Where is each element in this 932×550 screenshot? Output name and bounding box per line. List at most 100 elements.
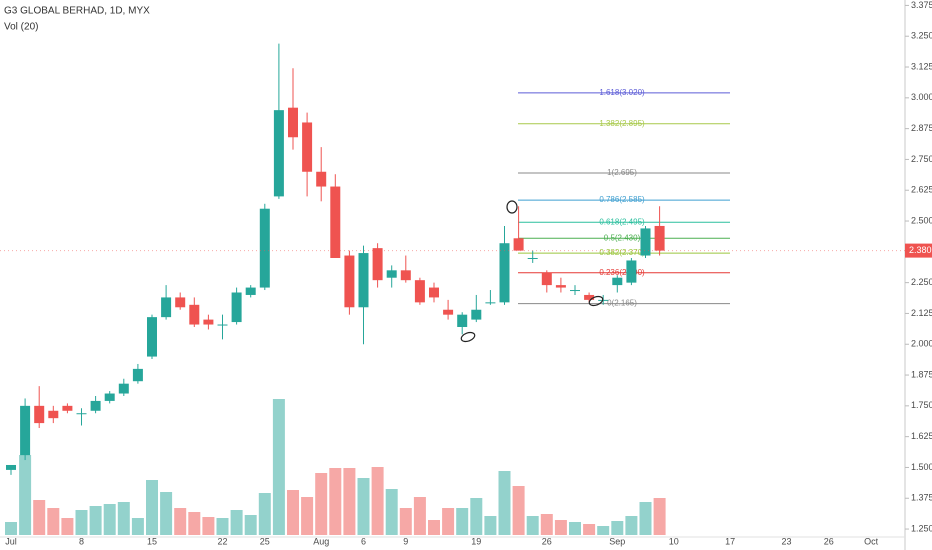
x-tick-label: 9 <box>403 536 408 546</box>
candle-body <box>612 277 623 286</box>
volume-bar <box>103 504 116 535</box>
candle-body <box>245 287 256 295</box>
annotation-circle <box>460 331 476 343</box>
fib-label: 1.382(2.895) <box>599 119 645 128</box>
candle-body <box>570 290 580 292</box>
volume-bar <box>357 478 370 535</box>
candle-body <box>626 260 637 283</box>
candle-body <box>584 294 595 300</box>
candle-body <box>273 110 284 197</box>
y-tick-label: 2.125 <box>911 308 932 318</box>
volume-bar <box>343 468 356 535</box>
y-tick-label: 3.000 <box>911 92 932 102</box>
candle-body <box>654 225 665 251</box>
volume-bar <box>5 522 17 535</box>
candle-body <box>189 304 200 325</box>
volume-bar <box>569 522 581 535</box>
candle-body <box>231 292 242 323</box>
volume-bar <box>188 512 201 535</box>
y-tick-label: 2.750 <box>911 154 932 164</box>
y-tick-label: 3.375 <box>911 0 932 10</box>
candle-body <box>90 400 101 411</box>
x-tick-label: 17 <box>725 536 735 546</box>
candle-body <box>48 410 59 419</box>
volume-bar <box>272 399 285 535</box>
volume-bar <box>287 490 299 535</box>
x-tick-label: Sep <box>609 536 625 546</box>
candle-body <box>175 297 186 308</box>
volume-bar <box>371 467 384 535</box>
volume-bar <box>484 516 497 535</box>
y-tick-label: 1.375 <box>911 493 932 503</box>
volume-bar <box>301 497 314 535</box>
y-tick-label: 2.000 <box>911 339 932 349</box>
volume-bar <box>498 471 511 535</box>
fib-label: 0.236(2.290) <box>599 268 645 277</box>
volume-bar <box>244 515 257 535</box>
volume-bar <box>33 500 46 535</box>
x-tick-label: 10 <box>669 536 679 546</box>
candle-body <box>288 107 298 138</box>
volume-bar <box>202 517 215 535</box>
volume-bar <box>47 508 60 535</box>
fib-label: 0.786(2.585) <box>599 195 645 204</box>
candle-body <box>358 253 369 308</box>
candle-body <box>499 243 510 303</box>
x-tick-label: Oct <box>864 536 879 546</box>
fib-label: 0(2.165) <box>607 299 637 308</box>
volume-bar <box>329 468 342 535</box>
volume-bar <box>89 506 102 535</box>
symbol-title: G3 GLOBAL BERHAD, 1D, MYX <box>4 6 150 17</box>
x-tick-label: 19 <box>471 536 481 546</box>
candle-body <box>118 383 129 394</box>
volume-bar <box>625 516 638 535</box>
y-tick-label: 3.250 <box>911 31 932 41</box>
candle-body <box>414 280 425 303</box>
volume-bar <box>75 510 88 535</box>
volume-bar <box>160 492 173 535</box>
candle-body <box>259 208 270 288</box>
candle-body <box>217 324 228 326</box>
candle-body <box>132 368 143 382</box>
candle-body <box>104 393 115 401</box>
last-price-tag <box>905 243 932 258</box>
candle-body <box>443 309 454 315</box>
candle-body <box>6 464 16 470</box>
y-tick-label: 1.875 <box>911 369 932 379</box>
candle-body <box>457 314 468 327</box>
volume-bar <box>428 520 440 535</box>
candle-body <box>76 413 87 415</box>
candle-body <box>372 248 383 281</box>
x-tick-label: 25 <box>260 536 270 546</box>
volume-title: Vol (20) <box>4 22 38 33</box>
candle-body <box>471 309 482 320</box>
volume-bar <box>526 516 539 535</box>
candle-body <box>20 405 31 456</box>
volume-bar <box>230 510 243 535</box>
fib-label: 0.382(2.370) <box>599 248 645 257</box>
x-tick-label: Aug <box>313 536 329 546</box>
x-tick-label: 23 <box>781 536 791 546</box>
volume-bar <box>470 498 483 535</box>
x-tick-label: 26 <box>542 536 552 546</box>
x-tick-label: Jul <box>5 536 17 546</box>
candle-body <box>34 405 45 424</box>
y-tick-label: 1.750 <box>911 400 932 410</box>
candle-body <box>302 122 313 172</box>
y-tick-label: 2.500 <box>911 215 932 225</box>
volume-bar <box>413 497 426 535</box>
volume-bar <box>554 520 567 535</box>
y-tick-label: 3.125 <box>911 61 932 71</box>
candle-body <box>203 319 214 325</box>
y-tick-label: 1.250 <box>911 523 932 533</box>
candle-body <box>513 238 524 251</box>
y-tick-label: 2.875 <box>911 123 932 133</box>
volume-bar <box>61 518 74 535</box>
candle-body <box>386 270 397 278</box>
volume-bar <box>583 524 596 535</box>
candle-body <box>344 255 355 308</box>
volume-bar <box>540 514 553 535</box>
volume-bar <box>597 526 610 535</box>
candle-body <box>147 317 157 357</box>
x-tick-label: 26 <box>824 536 834 546</box>
